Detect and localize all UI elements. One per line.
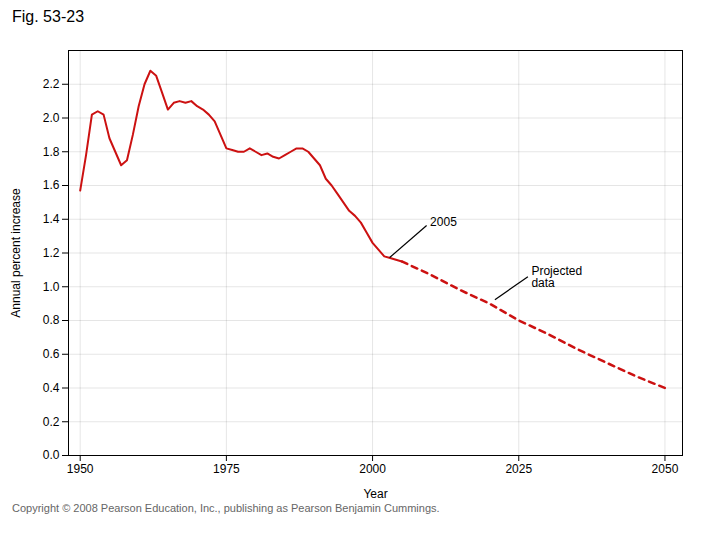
svg-text:1.6: 1.6 [43,178,60,192]
svg-text:1.2: 1.2 [43,246,60,260]
svg-text:1.8: 1.8 [43,145,60,159]
svg-text:1.0: 1.0 [43,280,60,294]
svg-text:Annual percent increase: Annual percent increase [9,188,23,318]
svg-text:2005: 2005 [430,215,457,229]
html-text:Fig. 53-23: Fig. 53-23 [12,8,84,25]
svg-text:0.8: 0.8 [43,313,60,327]
svg-text:Projecteddata: Projecteddata [531,264,582,290]
svg-text:Year: Year [363,487,387,501]
svg-text:2.0: 2.0 [43,111,60,125]
svg-text:0.0: 0.0 [43,448,60,462]
svg-text:1950: 1950 [67,462,94,476]
svg-text:2.2: 2.2 [43,77,60,91]
svg-text:1975: 1975 [213,462,240,476]
svg-text:0.6: 0.6 [43,347,60,361]
svg-text:2025: 2025 [505,462,532,476]
svg-text:0.4: 0.4 [43,381,60,395]
svg-text:2000: 2000 [359,462,386,476]
html-text:Copyright © 2008 Pearson Educa: Copyright © 2008 Pearson Education, Inc.… [12,502,440,514]
svg-text:2050: 2050 [652,462,679,476]
svg-text:0.2: 0.2 [43,415,60,429]
svg-text:1.4: 1.4 [43,212,60,226]
